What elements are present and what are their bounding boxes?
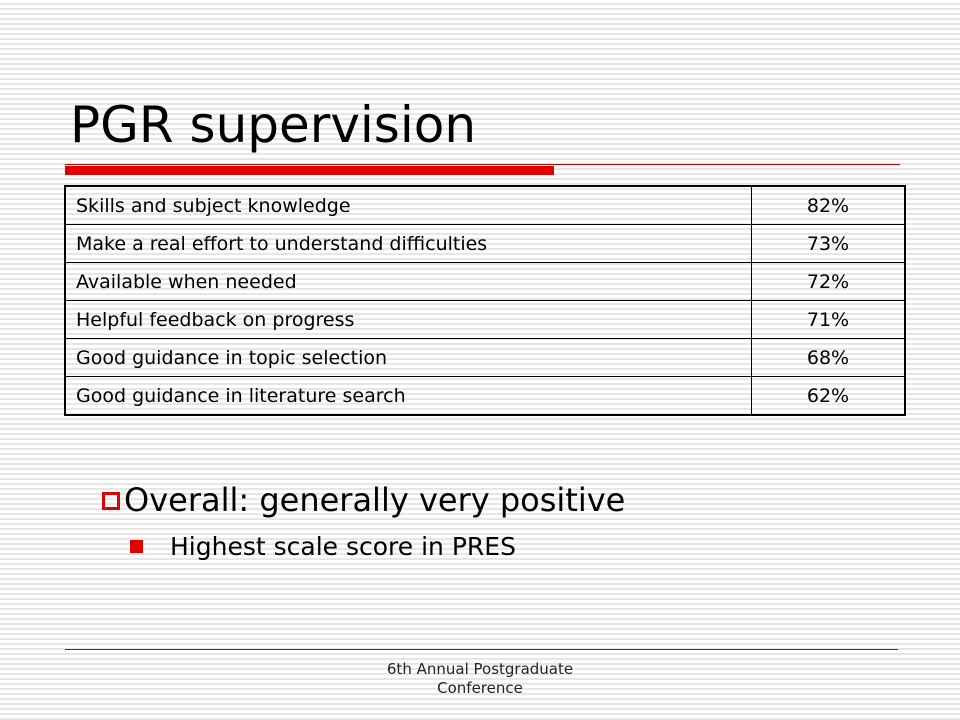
row-value: 82%	[751, 185, 906, 225]
table-row: Make a real effort to understand difficu…	[64, 224, 906, 263]
row-value: 62%	[751, 376, 906, 416]
row-value: 71%	[751, 300, 906, 339]
footer-divider	[65, 649, 898, 650]
row-value: 73%	[751, 224, 906, 263]
solid-square-bullet-icon	[130, 540, 143, 553]
hollow-square-bullet-icon	[102, 492, 120, 510]
title-underline-accent	[65, 166, 554, 175]
table-row: Good guidance in topic selection 68%	[64, 338, 906, 377]
supervision-table: Skills and subject knowledge 82% Make a …	[64, 185, 906, 416]
table-row: Skills and subject knowledge 82%	[64, 185, 906, 225]
row-value: 72%	[751, 262, 906, 301]
table-row: Helpful feedback on progress 71%	[64, 300, 906, 339]
row-label: Good guidance in literature search	[64, 376, 752, 416]
row-label: Available when needed	[64, 262, 752, 301]
slide-title: PGR supervision	[70, 96, 477, 154]
sub-bullet-text: Highest scale score in PRES	[170, 532, 516, 561]
table-row: Available when needed 72%	[64, 262, 906, 301]
footer-line: 6th Annual Postgraduate	[386, 660, 574, 678]
footer-line: Conference	[437, 679, 523, 697]
row-value: 68%	[751, 338, 906, 377]
table-row: Good guidance in literature search 62%	[64, 376, 906, 416]
title-underline-thin	[65, 164, 900, 165]
row-label: Skills and subject knowledge	[64, 185, 752, 225]
bullet-text: Overall: generally very positive	[124, 481, 626, 519]
row-label: Make a real effort to understand difficu…	[64, 224, 752, 263]
row-label: Good guidance in topic selection	[64, 338, 752, 377]
slide-footer: 6th Annual Postgraduate Conference	[330, 660, 630, 698]
row-label: Helpful feedback on progress	[64, 300, 752, 339]
